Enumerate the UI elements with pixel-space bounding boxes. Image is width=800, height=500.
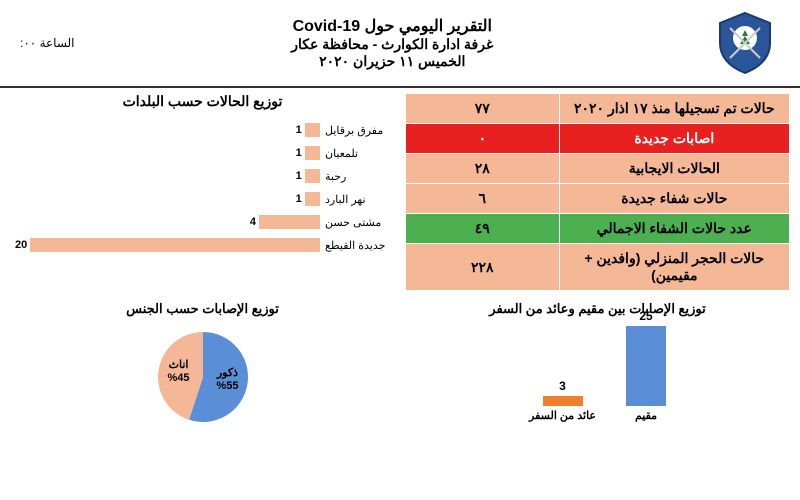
bar-value: 20 [15,239,27,251]
bar [305,169,320,183]
pie-chart-section: توزيع الإصابات حسب الجنس ذكور%55 اناث%45 [10,301,395,432]
pie-chart-title: توزيع الإصابات حسب الجنس [10,301,395,317]
logo-shield [710,8,780,78]
bar-value: 1 [296,170,302,182]
bar [259,215,320,229]
column-bar [543,396,583,406]
stat-value: ٧٧ [406,94,560,124]
bar-row: جديدة القيطع 20 [15,235,390,255]
bar-row: تلمعيان 1 [15,143,390,163]
bar-row: نهر البارد 1 [15,189,390,209]
stat-label: اصابات جديدة [559,124,789,154]
bar-value: 1 [296,193,302,205]
bar-value: 1 [296,147,302,159]
stats-table: حالات تم تسجيلها منذ ١٧ اذار ٢٠٢٠٧٧اصابا… [405,93,790,291]
column-bar [626,326,666,406]
title-line2: غرفة ادارة الكوارث - محافظة عكار [75,36,710,53]
stat-label: عدد حالات الشفاء الاجمالي [559,214,789,244]
column-label: عائد من السفر [529,409,596,422]
bar-value: 4 [250,216,256,228]
bar-row: مشتى حسن 4 [15,212,390,232]
column-chart: 25مقيم3عائد من السفر [405,322,790,422]
bar-row: رحبة 1 [15,166,390,186]
header-text: التقرير اليومي حول Covid-19 غرفة ادارة ا… [75,16,710,70]
bar [305,123,320,137]
stat-value: ٤٩ [406,214,560,244]
pie-chart: ذكور%55 اناث%45 [10,322,395,432]
bar [305,146,320,160]
bar [305,192,320,206]
stat-value: ٠ [406,124,560,154]
column-value: 25 [639,309,652,323]
bar-chart-column: توزيع الحالات حسب البلدات مفرق برقايل1تل… [10,93,395,291]
column-chart-title: توزيع الإصابات بين مقيم وعائد من السفر [405,301,790,317]
column-item: 3 عائد من السفر [529,379,596,422]
column-item: 25 مقيم [626,309,666,422]
bar-label: تلمعيان [320,147,390,160]
bar-label: نهر البارد [320,193,390,206]
stat-value: ٦ [406,184,560,214]
bar-label: رحبة [320,170,390,183]
bar-label: مشتى حسن [320,216,390,229]
stat-label: حالات شفاء جديدة [559,184,789,214]
stat-value: ٢٨ [406,154,560,184]
stat-label: حالات تم تسجيلها منذ ١٧ اذار ٢٠٢٠ [559,94,789,124]
column-label: مقيم [635,409,657,422]
bar-label: مفرق برقايل [320,124,390,137]
main-section: حالات تم تسجيلها منذ ١٧ اذار ٢٠٢٠٧٧اصابا… [0,88,800,296]
stat-label: حالات الحجر المنزلي (وافدين + مقيمين) [559,244,789,291]
bar-chart-title: توزيع الحالات حسب البلدات [10,93,395,110]
pie-slice-label: اناث [168,359,188,371]
bar-chart: مفرق برقايل 1 تلمعيان 1 رحبة 1 نهر البارد 1 مشتى… [10,115,395,263]
bar-value: 1 [296,124,302,136]
bar-row: مفرق برقايل 1 [15,120,390,140]
stat-label: الحالات الايجابية [559,154,789,184]
title-line1: التقرير اليومي حول Covid-19 [75,16,710,36]
stat-value: ٢٢٨ [406,244,560,291]
bar-label: جديدة القيطع [320,239,390,252]
bottom-section: توزيع الإصابات بين مقيم وعائد من السفر 2… [0,296,800,437]
header: التقرير اليومي حول Covid-19 غرفة ادارة ا… [0,0,800,88]
pie-slice-pct: %45 [167,372,189,384]
pie-slice-label: ذكور [215,367,237,379]
pie-slice-pct: %55 [216,380,238,392]
title-line3: الخميس ١١ حزيران ٢٠٢٠ [75,53,710,70]
column-value: 3 [559,379,566,393]
stats-column: حالات تم تسجيلها منذ ١٧ اذار ٢٠٢٠٧٧اصابا… [405,93,790,291]
column-chart-section: توزيع الإصابات بين مقيم وعائد من السفر 2… [405,301,790,432]
time-label: الساعة ٠٠: [20,36,75,50]
bar [30,238,320,252]
